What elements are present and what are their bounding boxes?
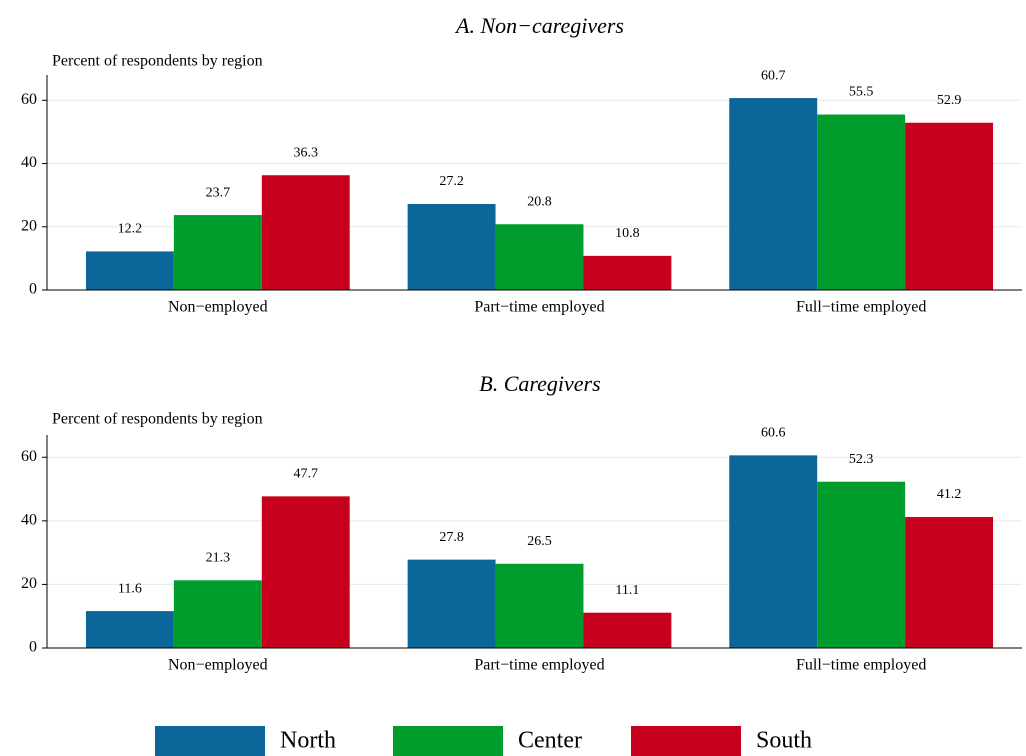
- y-tick-label: 60: [21, 448, 37, 465]
- value-label: 11.1: [615, 583, 639, 598]
- legend-label: Center: [518, 728, 582, 754]
- y-tick-label: 0: [29, 281, 37, 298]
- y-axis-label: Percent of respondents by region: [52, 53, 263, 70]
- chart-title: B. Caregivers: [479, 371, 600, 396]
- x-tick-label: Full−time employed: [796, 299, 926, 316]
- bar: [407, 204, 496, 290]
- y-axis-label: Percent of respondents by region: [52, 411, 263, 428]
- x-tick-label: Non−employed: [168, 299, 268, 316]
- value-label: 12.2: [118, 222, 143, 237]
- x-tick-label: Part−time employed: [474, 299, 604, 316]
- bar: [729, 455, 818, 648]
- value-label: 41.2: [937, 487, 962, 502]
- value-label: 21.3: [206, 551, 231, 566]
- x-tick-label: Non−employed: [168, 657, 268, 674]
- bar: [495, 224, 584, 290]
- bar: [817, 114, 906, 290]
- bar: [583, 612, 672, 648]
- value-label: 11.6: [118, 581, 142, 596]
- bar: [583, 255, 672, 290]
- bar: [85, 251, 174, 290]
- bar: [495, 563, 584, 648]
- value-label: 10.8: [615, 226, 640, 241]
- y-tick-label: 0: [29, 639, 37, 656]
- y-tick-label: 40: [21, 154, 37, 171]
- bar: [261, 496, 350, 648]
- bar: [407, 559, 496, 648]
- y-tick-label: 40: [21, 512, 37, 529]
- y-tick-label: 60: [21, 91, 37, 108]
- legend-swatch: [393, 726, 503, 756]
- value-label: 60.6: [761, 426, 786, 441]
- x-tick-label: Part−time employed: [474, 657, 604, 674]
- bar: [173, 580, 262, 648]
- chart-title: A. Non−caregivers: [454, 13, 624, 38]
- value-label: 27.8: [439, 530, 464, 545]
- value-label: 55.5: [849, 85, 874, 100]
- bar: [729, 98, 818, 291]
- x-tick-label: Full−time employed: [796, 657, 926, 674]
- bar: [817, 481, 906, 648]
- legend-label: North: [280, 728, 336, 754]
- legend-swatch: [631, 726, 741, 756]
- value-label: 60.7: [761, 68, 786, 83]
- legend-swatch: [155, 726, 265, 756]
- value-label: 27.2: [439, 174, 464, 189]
- value-label: 52.3: [849, 452, 874, 467]
- value-label: 23.7: [206, 185, 231, 200]
- bar: [905, 517, 994, 648]
- bar: [261, 175, 350, 290]
- legend-label: South: [756, 728, 812, 754]
- value-label: 20.8: [527, 194, 552, 209]
- value-label: 36.3: [294, 145, 319, 160]
- value-label: 26.5: [527, 534, 552, 549]
- value-label: 47.7: [294, 467, 319, 482]
- value-label: 52.9: [937, 93, 962, 108]
- y-tick-label: 20: [21, 575, 37, 592]
- bar: [173, 215, 262, 290]
- bar: [85, 611, 174, 648]
- y-tick-label: 20: [21, 217, 37, 234]
- bar: [905, 122, 994, 290]
